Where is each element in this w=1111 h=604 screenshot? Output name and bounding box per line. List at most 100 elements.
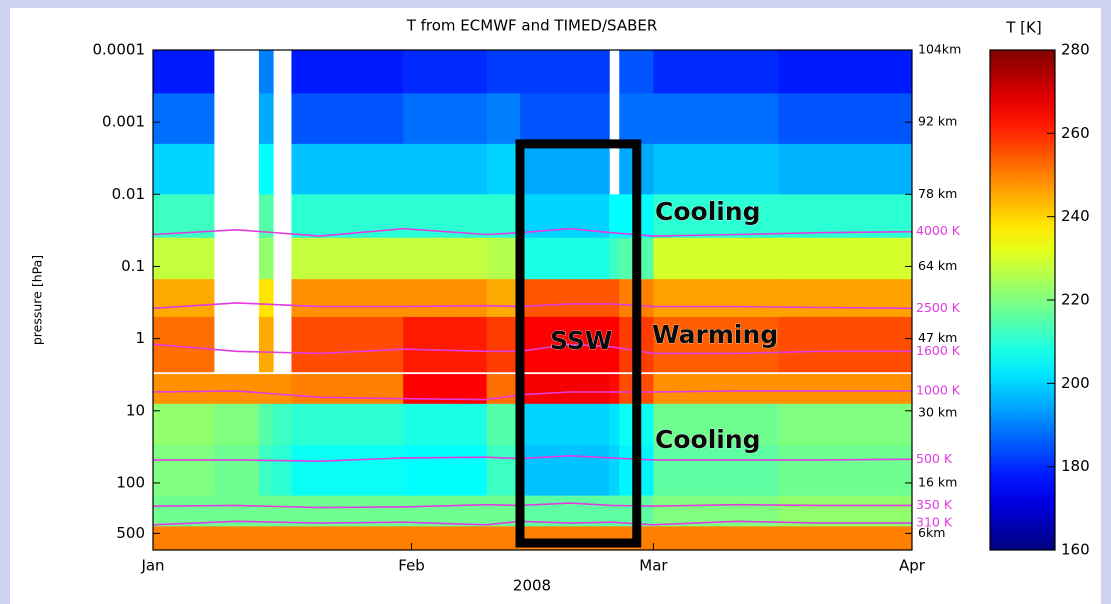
- heatmap-cell: [273, 445, 292, 496]
- heatmap-cell: [486, 403, 521, 446]
- heatmap-cell: [778, 93, 913, 145]
- x-axis-label: 2008: [513, 577, 551, 595]
- heatmap-cell: [258, 374, 274, 405]
- heatmap-cell: [273, 526, 292, 551]
- y-tick-label: 0.0001: [93, 41, 146, 59]
- heatmap-cell: [778, 374, 913, 405]
- heatmap-cell: [291, 93, 404, 145]
- heatmap-cell: [619, 93, 654, 145]
- heatmap-cell: [403, 526, 488, 551]
- x-tick-label: Mar: [639, 557, 668, 575]
- heatmap-cell: [519, 374, 610, 405]
- isentrope-line: [152, 302, 913, 310]
- heatmap-cell: [403, 403, 488, 446]
- y2-tick-label: 47 km: [918, 330, 957, 345]
- heatmap-cell: [291, 526, 404, 551]
- heatmap-cell: [291, 194, 404, 239]
- heatmap-cell: [486, 237, 521, 280]
- heatmap-cell: [486, 316, 521, 373]
- heatmap-cell: [653, 445, 780, 496]
- heatmap-cell: [486, 50, 521, 94]
- annotation: Warming: [652, 320, 778, 349]
- heatmap-cell: [258, 445, 274, 496]
- heatmap-cell: [258, 143, 274, 195]
- heatmap-cell: [273, 403, 292, 446]
- heatmap-cell: [486, 279, 521, 318]
- isentrope-label: 350 K: [916, 497, 953, 512]
- heatmap-cell: [291, 495, 404, 527]
- heatmap-cell: [486, 194, 521, 239]
- y2-tick-label: 104km: [918, 42, 961, 57]
- colorbar-tick-label: 280: [1061, 41, 1090, 59]
- heatmap-cell: [653, 237, 780, 280]
- x-tick-label: Apr: [899, 557, 926, 575]
- y-tick-label: 100: [116, 473, 145, 491]
- plot-frame: [152, 49, 913, 551]
- heatmap-cell: [609, 445, 620, 496]
- annotation: Cooling: [655, 197, 761, 226]
- heatmap-cell: [403, 93, 488, 145]
- heatmap-cell: [778, 194, 913, 239]
- y-axis-label: pressure [hPa]: [30, 255, 45, 345]
- isentrope-line: [152, 227, 913, 237]
- heatmap-cell: [403, 194, 488, 239]
- isentrope-label: 2500 K: [916, 300, 961, 315]
- heatmap-cell: [403, 279, 488, 318]
- heatmap-cell: [153, 143, 215, 195]
- heatmap-cell: [609, 237, 620, 280]
- heatmap-cell: [609, 526, 620, 551]
- heatmap-cell: [153, 445, 215, 496]
- heatmap-cell: [291, 279, 404, 318]
- isentrope-line: [152, 502, 912, 509]
- heatmap-cell: [213, 445, 260, 496]
- y-tick-label: 0.01: [112, 185, 145, 203]
- heatmap-cell: [153, 374, 215, 405]
- heatmap-cell: [619, 50, 654, 94]
- colorbar-tick-label: 180: [1061, 457, 1090, 475]
- x-tick-label: Feb: [398, 557, 425, 575]
- colorbar-tick-label: 260: [1061, 124, 1090, 142]
- heatmap-cell: [519, 50, 610, 94]
- heatmap-cell: [258, 93, 274, 145]
- colorbar-tick-label: 220: [1061, 291, 1090, 309]
- y2-tick-label: 16 km: [918, 474, 957, 489]
- isentrope-line: [152, 520, 912, 526]
- heatmap-cell: [258, 495, 274, 527]
- heatmap-cell: [291, 143, 404, 195]
- heatmap-cell: [258, 237, 274, 280]
- heatmap-cell: [486, 445, 521, 496]
- heatmap-cell: [778, 237, 913, 280]
- heatmap-cell: [653, 403, 780, 446]
- heatmap-cell: [403, 143, 488, 195]
- y2-tick-label: 6km: [918, 525, 945, 540]
- heatmap-cell: [609, 316, 620, 373]
- heatmap-cell: [153, 526, 215, 551]
- heatmap-cell: [273, 374, 292, 405]
- heatmap-cell: [778, 445, 913, 496]
- heatmap-cell: [258, 279, 274, 318]
- heatmap-cell: [519, 237, 610, 280]
- annotation: Cooling: [655, 425, 761, 454]
- heatmap-cell: [403, 237, 488, 280]
- heatmap-cell: [153, 50, 215, 94]
- heatmap-cell: [609, 374, 620, 405]
- heatmap-cell: [778, 526, 913, 551]
- heatmap-cell: [778, 279, 913, 318]
- heatmap-cell: [519, 403, 610, 446]
- heatmap-cell: [653, 93, 780, 145]
- heatmap-cell: [258, 316, 274, 373]
- heatmap-cell: [653, 194, 780, 239]
- heatmap-cell: [258, 50, 274, 94]
- heatmap-cell: [291, 316, 404, 373]
- isentrope-label: 500 K: [916, 451, 953, 466]
- y-tick-label: 1: [135, 329, 145, 347]
- heatmap-cell: [519, 143, 610, 195]
- heatmap-cell: [153, 403, 215, 446]
- heatmap-cell: [778, 143, 913, 195]
- heatmap-cell: [153, 495, 215, 527]
- heatmap-cell: [778, 495, 913, 527]
- heatmap-cell: [778, 316, 913, 373]
- y-tick-label: 500: [116, 524, 145, 542]
- highlight-box: [515, 139, 642, 548]
- y2-tick-label: 92 km: [918, 114, 957, 129]
